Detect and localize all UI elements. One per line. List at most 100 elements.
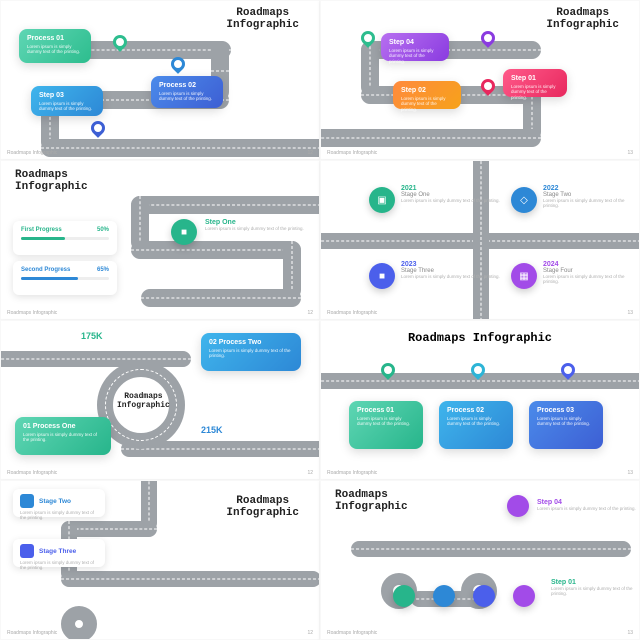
panel-2: Roadmaps Infographic Step 04 Lorem ipsum… bbox=[320, 0, 640, 160]
card-process-two: 02 Process Two Lorem ipsum is simply dum… bbox=[201, 333, 301, 371]
card-process-01: Process 01 Lorem ipsum is simply dummy t… bbox=[19, 29, 91, 63]
card-step-04: Step 04 Lorem ipsum is simply dummy text… bbox=[381, 33, 449, 61]
page-num: 13 bbox=[627, 310, 633, 316]
card-process-one: 01 Process One Lorem ipsum is simply dum… bbox=[15, 417, 111, 455]
stage-icon: ◇ bbox=[511, 187, 537, 213]
page-num: 13 bbox=[627, 630, 633, 636]
card-label: Process 01 bbox=[357, 407, 415, 414]
card-label: Process 02 bbox=[447, 407, 505, 414]
footer-text: Roadmaps Infographic bbox=[7, 470, 57, 476]
road-seg bbox=[141, 289, 301, 307]
year: 2024 bbox=[543, 261, 639, 268]
stage-icon: ▦ bbox=[511, 263, 537, 289]
card-body: Lorem ipsum is simply dummy text of the … bbox=[209, 348, 293, 359]
panel-8: Roadmaps Infographic Step 04 Lorem ipsum… bbox=[320, 480, 640, 640]
step-label: Step 01 bbox=[551, 579, 639, 586]
footer-text: Roadmaps Infographic bbox=[327, 630, 377, 636]
page-num: 12 bbox=[307, 470, 313, 476]
step-card-three: Stage Three Lorem ipsum is simply dummy … bbox=[13, 539, 105, 567]
stage-lorem: Lorem ipsum is simply dummy text of the … bbox=[401, 274, 500, 279]
step-icon: ■ bbox=[171, 219, 197, 245]
card-process-01: Process 01 Lorem ipsum is simply dummy t… bbox=[349, 401, 423, 449]
panel-7: Roadmaps Infographic Stage Two Lorem ips… bbox=[0, 480, 320, 640]
kpi-1: 175K bbox=[81, 331, 103, 341]
road-seg bbox=[131, 241, 301, 259]
road-seg bbox=[131, 196, 320, 214]
footer: Roadmaps Infographic 13 bbox=[327, 630, 633, 636]
step-lorem: Lorem ipsum is simply dummy text of the … bbox=[551, 586, 639, 597]
panel-4: ▣ 2021 Stage One Lorem ipsum is simply d… bbox=[320, 160, 640, 320]
card-step-03: Step 03 Lorem ipsum is simply dummy text… bbox=[31, 86, 103, 116]
progress-pct: 65% bbox=[97, 267, 109, 273]
card-body: Lorem ipsum is simply dummy text of the … bbox=[537, 416, 595, 427]
step-block: Step 04 Lorem ipsum is simply dummy text… bbox=[537, 499, 636, 511]
panel-grid: Roadmaps Infographic Process 01 Lorem ip… bbox=[0, 0, 640, 640]
panel-5: Roadmaps Infographic 175K 215K 01 Proces… bbox=[0, 320, 320, 480]
progress-card-2: Second Progress 65% bbox=[13, 261, 117, 295]
page-num: 13 bbox=[627, 150, 633, 156]
progress-bar bbox=[21, 237, 65, 240]
footer: Roadmaps Infographic 12 bbox=[7, 470, 313, 476]
stage-block: 2021 Stage One Lorem ipsum is simply dum… bbox=[401, 185, 500, 203]
footer-text: Roadmaps Infographic bbox=[7, 150, 57, 156]
card-label: Process 03 bbox=[537, 407, 595, 414]
stage-icon: ■ bbox=[369, 263, 395, 289]
card-process-02: Process 02 Lorem ipsum is simply dummy t… bbox=[151, 76, 223, 108]
road-seg bbox=[0, 351, 191, 367]
progress-card-1: First Progress 50% bbox=[13, 221, 117, 255]
progress-pct: 50% bbox=[97, 227, 109, 233]
dot-icon bbox=[473, 585, 495, 607]
step-lorem: Lorem ipsum is simply dummy text of the … bbox=[20, 510, 98, 521]
title: Roadmaps Infographic bbox=[15, 169, 88, 193]
dot-icon bbox=[433, 585, 455, 607]
title: Roadmaps Infographic bbox=[546, 7, 619, 31]
step-lorem: Lorem ipsum is simply dummy text of the … bbox=[537, 506, 636, 511]
footer: Roadmaps Infographic 13 bbox=[327, 150, 633, 156]
card-body: Lorem ipsum is simply dummy text of the … bbox=[159, 91, 215, 102]
card-step-02: Step 02 Lorem ipsum is simply dummy text… bbox=[393, 81, 461, 109]
briefcase-icon bbox=[507, 495, 529, 517]
card-label: 02 Process Two bbox=[209, 339, 293, 346]
card-body: Lorem ipsum is simply dummy text of the … bbox=[447, 416, 505, 427]
panel-1: Roadmaps Infographic Process 01 Lorem ip… bbox=[0, 0, 320, 160]
card-body: Lorem ipsum is simply dummy text of the … bbox=[389, 48, 441, 64]
card-body: Lorem ipsum is simply dummy text of the … bbox=[401, 96, 453, 112]
stage-block: 2022 Stage Two Lorem ipsum is simply dum… bbox=[543, 185, 639, 209]
page-num: 12 bbox=[307, 150, 313, 156]
card-label: Process 02 bbox=[159, 82, 215, 89]
footer: Roadmaps Infographic 12 bbox=[7, 310, 313, 316]
dot-icon bbox=[393, 585, 415, 607]
card-label: Step 04 bbox=[389, 39, 441, 46]
step-lorem: Lorem ipsum is simply dummy text of the … bbox=[205, 226, 304, 231]
page-num: 13 bbox=[627, 470, 633, 476]
card-body: Lorem ipsum is simply dummy text of the … bbox=[39, 101, 95, 112]
progress-label: First Progress bbox=[21, 227, 62, 233]
stage-block: 2023 Stage Three Lorem ipsum is simply d… bbox=[401, 261, 500, 279]
progress-bar bbox=[21, 277, 78, 280]
footer-text: Roadmaps Infographic bbox=[7, 310, 57, 316]
panel-3: Roadmaps Infographic ■ Step One Lorem ip… bbox=[0, 160, 320, 320]
card-body: Lorem ipsum is simply dummy text of the … bbox=[27, 44, 83, 55]
card-label: Step 02 bbox=[401, 87, 453, 94]
year: 2023 bbox=[401, 261, 500, 268]
footer: Roadmaps Infographic12 bbox=[7, 630, 313, 636]
page-num: 12 bbox=[307, 310, 313, 316]
card-body: Lorem ipsum is simply dummy text of the … bbox=[23, 432, 103, 443]
stage-lorem: Lorem ipsum is simply dummy text of the … bbox=[401, 198, 500, 203]
board-icon bbox=[20, 544, 34, 558]
road-seg bbox=[61, 571, 320, 587]
step-label: Step 04 bbox=[537, 499, 636, 506]
progress-label: Second Progress bbox=[21, 267, 70, 273]
footer: Roadmaps Infographic13 bbox=[327, 470, 633, 476]
footer-text: Roadmaps Infographic bbox=[327, 310, 377, 316]
step-label: Step One bbox=[205, 219, 304, 226]
stage-icon: ▣ bbox=[369, 187, 395, 213]
map-pin-icon bbox=[88, 118, 108, 138]
road-v bbox=[473, 160, 489, 320]
footer-text: Roadmaps Infographic bbox=[327, 150, 377, 156]
title: Roadmaps Infographic bbox=[335, 489, 408, 513]
year: 2021 bbox=[401, 185, 500, 192]
center-title: Roadmaps Infographic bbox=[117, 393, 170, 411]
card-body: Lorem ipsum is simply dummy text of the … bbox=[357, 416, 415, 427]
card-label: Step 03 bbox=[39, 92, 95, 99]
